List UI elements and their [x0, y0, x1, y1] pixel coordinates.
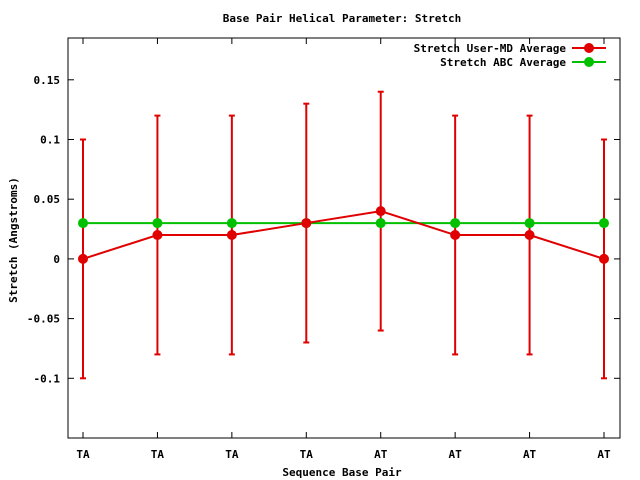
x-tick-label: TA	[225, 448, 239, 461]
y-tick-label: 0.05	[34, 193, 61, 206]
data-point-0	[152, 230, 163, 241]
data-point-1	[152, 218, 163, 229]
data-point-0	[226, 230, 237, 241]
y-tick-label: 0.15	[34, 74, 61, 87]
data-point-0	[599, 253, 609, 264]
x-tick-label: AT	[449, 448, 463, 461]
legend-marker-abc	[584, 57, 594, 67]
data-point-1	[78, 218, 88, 229]
x-tick-label: AT	[523, 448, 537, 461]
legend-label-user-md: Stretch User-MD Average	[414, 42, 567, 55]
x-axis-label: Sequence Base Pair	[282, 466, 402, 479]
data-point-1	[599, 218, 609, 229]
data-point-1	[450, 218, 461, 229]
series-points	[78, 206, 609, 264]
data-point-0	[375, 206, 386, 217]
data-point-0	[301, 218, 312, 229]
y-tick-label: -0.1	[34, 372, 61, 385]
x-axis-ticks: TA TA TA TA AT AT AT AT	[76, 38, 611, 461]
data-point-1	[524, 218, 535, 229]
legend-marker-user-md	[584, 43, 594, 53]
data-point-1	[226, 218, 237, 229]
x-tick-label: AT	[374, 448, 388, 461]
y-tick-label: -0.05	[27, 313, 60, 326]
chart-title: Base Pair Helical Parameter: Stretch	[223, 12, 461, 25]
y-tick-label: 0.1	[40, 133, 60, 146]
y-axis-ticks: -0.1 -0.05 0 0.05 0.1 0.15	[27, 74, 620, 385]
data-point-0	[450, 230, 461, 241]
legend: Stretch User-MD Average Stretch ABC Aver…	[414, 42, 606, 69]
data-point-0	[524, 230, 535, 241]
x-tick-label: TA	[76, 448, 90, 461]
data-point-0	[78, 253, 88, 264]
legend-label-abc: Stretch ABC Average	[440, 56, 566, 69]
data-point-1	[375, 218, 386, 229]
series-lines	[82, 210, 605, 260]
x-tick-label: TA	[300, 448, 314, 461]
y-tick-label: 0	[53, 253, 60, 266]
x-tick-label: AT	[597, 448, 611, 461]
x-tick-label: TA	[151, 448, 165, 461]
series-line-0	[82, 210, 605, 260]
plot-frame	[67, 37, 621, 439]
y-axis-label: Stretch (Angstroms)	[7, 177, 20, 303]
